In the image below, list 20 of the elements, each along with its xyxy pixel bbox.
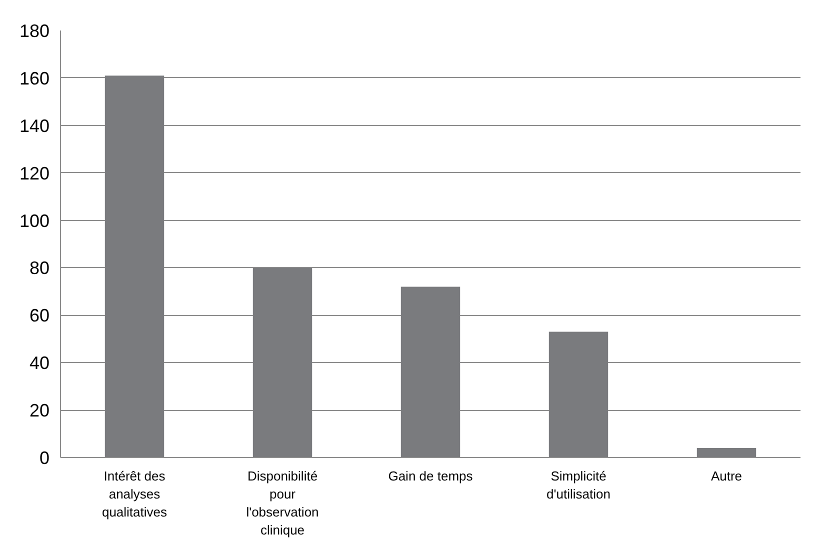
y-tick-label: 140	[19, 116, 50, 136]
bar	[104, 76, 164, 458]
bar	[696, 448, 756, 458]
y-tick-label: 100	[19, 210, 50, 231]
y-tick-label: 60	[29, 306, 50, 326]
bar	[548, 332, 608, 458]
x-tick-label: Disponibilité pour l'observation clinique	[246, 468, 319, 538]
y-tick-label: 120	[19, 163, 50, 184]
bar	[400, 286, 460, 458]
bar	[252, 268, 312, 458]
y-tick-label: 80	[29, 258, 50, 278]
y-tick-label: 180	[19, 21, 50, 41]
y-tick-label: 20	[29, 400, 50, 421]
y-tick-label: 40	[29, 353, 50, 374]
x-tick-label: Gain de temps	[388, 468, 474, 484]
x-tick-label: Intérêt des analyses qualitatives	[102, 468, 168, 520]
x-tick-label: Simplicité d'utilisation	[546, 468, 610, 502]
x-tick-label: Autre	[710, 468, 742, 484]
y-tick-label: 160	[19, 68, 50, 88]
y-tick-label: 0	[39, 448, 50, 468]
